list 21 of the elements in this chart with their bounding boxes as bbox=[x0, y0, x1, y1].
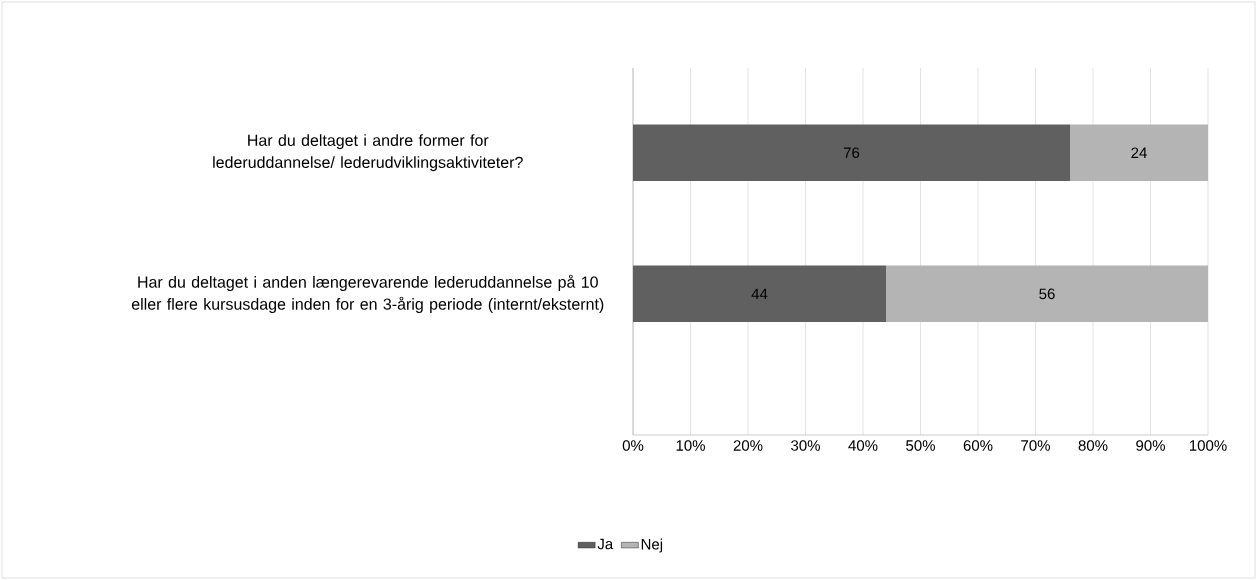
x-tick-label: 30% bbox=[791, 440, 820, 451]
bar bbox=[633, 124, 1071, 181]
y-tick-label: Har du deltaget i anden længerevarende lederuddannelse på 10 eller flere kursusdage inden for en 3-årig periode (internt/eksternt) bbox=[131, 274, 604, 313]
x-tick-label: 60% bbox=[963, 440, 993, 451]
x-tick-label: 80% bbox=[1078, 440, 1108, 451]
x-tick-label: 90% bbox=[1136, 440, 1165, 451]
legend-label: Nej bbox=[641, 538, 663, 553]
bar bbox=[633, 265, 886, 323]
x-tick-label: 10% bbox=[676, 440, 705, 451]
x-tick-label: 50% bbox=[906, 440, 935, 451]
data-label: 76 bbox=[843, 147, 860, 158]
legend-label: Ja bbox=[597, 538, 614, 550]
x-tick-label: 20% bbox=[733, 440, 763, 451]
x-tick-label: 40% bbox=[848, 440, 878, 451]
x-tick-label: 70% bbox=[1021, 440, 1050, 451]
data-label: 44 bbox=[751, 288, 768, 300]
data-label: 24 bbox=[1131, 147, 1147, 158]
y-tick-label: Har du deltaget i andre former for lederuddannelse/ lederudviklingsaktiviteter? bbox=[213, 134, 523, 172]
x-tick-label: 100% bbox=[1189, 440, 1227, 451]
x-tick-label: 0% bbox=[622, 440, 644, 451]
data-label: 56 bbox=[1039, 288, 1055, 300]
